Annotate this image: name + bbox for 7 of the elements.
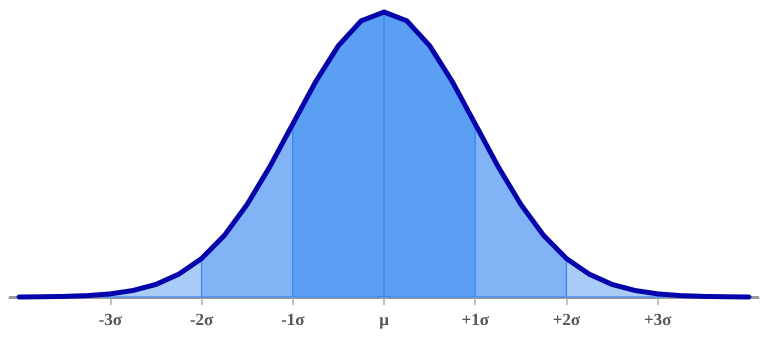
x-tick-label: -1σ [281, 310, 306, 329]
x-tick-label: μ [379, 310, 390, 329]
x-tick-label: -3σ [98, 310, 123, 329]
x-tick-label: -2σ [190, 310, 214, 329]
x-tick-label: +3σ [644, 310, 672, 329]
x-tick-label: +2σ [552, 310, 581, 329]
x-tick-label: +1σ [462, 310, 490, 329]
